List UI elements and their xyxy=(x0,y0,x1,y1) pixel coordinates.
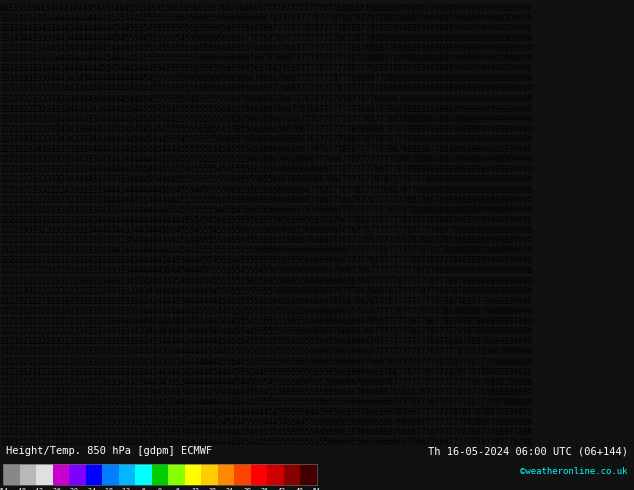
Text: -18: -18 xyxy=(102,488,113,490)
Text: 30: 30 xyxy=(243,488,251,490)
Text: 33223233233334344443334434445455445445555555556565656566665667666777677777787778: 3322323323333434444333443444545544544555… xyxy=(0,115,532,124)
Bar xyxy=(251,464,268,486)
Text: 18: 18 xyxy=(209,488,216,490)
Text: -54: -54 xyxy=(0,488,9,490)
Text: ©weatheronline.co.uk: ©weatheronline.co.uk xyxy=(520,466,628,476)
Text: Th 16-05-2024 06:00 UTC (06+144): Th 16-05-2024 06:00 UTC (06+144) xyxy=(428,446,628,456)
Text: 22222233333333343444333333334444554444555555555555666555655666766666667667777777: 2222223333333334344433333333444455444455… xyxy=(0,175,532,185)
Text: 33333333333444343434444444444445455555556656656656656667666676667777777787778888: 3333333333344434343444444444444545555555… xyxy=(0,74,532,83)
Text: 33333333333333443344444444444454455555555556656566656566667776667777767778777777: 3333333333333344334444444444445445555555… xyxy=(0,84,532,94)
Text: 22232332223223223322323333333343434444444444454555555555555566666666666676777667: 2223233222322322332232333333334343444444… xyxy=(0,287,532,296)
Bar xyxy=(86,464,102,486)
Text: -36: -36 xyxy=(49,488,61,490)
Bar xyxy=(218,464,235,486)
Text: 33334334334444444444444454544455555555666566656656666666667677767777877787887877: 3333433433444444444444445454445555555566… xyxy=(0,14,532,23)
Bar xyxy=(119,464,135,486)
Bar xyxy=(268,464,284,486)
Text: 11212112121221222132222223333333333343434344444544444444445455555564456656666576: 1121211212122122213222222333333333334343… xyxy=(0,408,532,417)
Text: -48: -48 xyxy=(15,488,27,490)
Text: 0: 0 xyxy=(158,488,162,490)
Text: 22222223323333323333333444444455444444455555555565556666656666666667766777667677: 2222222332333332333333344444445544444445… xyxy=(0,196,532,205)
Text: 11111122222221223332323233433234443433534444444444454455554555556565557666666766: 1111112222222122333232323343323444343353… xyxy=(0,378,532,387)
Text: 22232233222333333343344334444444444445455455555465545666565666666767666667777777: 2223223322233333334334433444444444444545… xyxy=(0,206,532,215)
Text: 22122122222223323323333333333334444444444445555445556555555655566566666666665766: 2212212222222332332333333333333444444444… xyxy=(0,307,532,316)
Text: 11211111222221222323232233233323233333333444444545434555544454556455556665656666: 1121111122222122232323223323332323333333… xyxy=(0,418,532,427)
Text: 12222322223332333333333333334444444354454444555555554555455656565666666676667766: 1222232222333233333333333333444444435445… xyxy=(0,267,532,275)
Text: 33233323333333334344344444454455455555555455555555665666666776677767677778787787: 3323332333333333434434444445445545555555… xyxy=(0,95,532,103)
Text: 22223332333233333433334334344444444555455555555555555566666676666666777666778777: 2222333233323333343333433434444444455545… xyxy=(0,155,532,164)
Text: 33333222323333344343434444545445554554555555555566565666666766677676677777777788: 3333322232333334434343444454544555455455… xyxy=(0,105,532,114)
Bar xyxy=(69,464,86,486)
Text: 11211122221122232222233322334332434433443344444444454445555555555555556565566666: 1121112222112223222223332233433243443344… xyxy=(0,398,532,407)
Bar xyxy=(152,464,169,486)
Text: 22112222222233222333333433334334344443544444545555555565566556665666666666666766: 2211222222223322233333343333433434444354… xyxy=(0,277,532,286)
Text: 22222322212323233334333333334344444344534444554555465555565556565666666666677777: 2222232221232323333433333333434444434453… xyxy=(0,256,532,266)
Bar xyxy=(53,464,69,486)
Text: 33343443333344344444444445455544555555545556666565666776767767677777777778677877: 3334344333334434444444444545554455555554… xyxy=(0,34,532,43)
Text: 33333443343344434444444445445555456555565665666656655666766777767787877777878877: 3333344334334443444444444544555545655556… xyxy=(0,24,532,33)
Text: 22222222232322333333333343235444444444455444555544556455565655566676666767677776: 2222222223232233333333334323544444444445… xyxy=(0,236,532,245)
Bar xyxy=(36,464,53,486)
Text: 12: 12 xyxy=(191,488,199,490)
Text: -12: -12 xyxy=(119,488,131,490)
Text: 22233323332223433333333444344444444555455544555556655556566566666667767777677877: 2223332333222343333333344434444444455545… xyxy=(0,186,532,195)
Bar xyxy=(102,464,119,486)
Bar xyxy=(20,464,36,486)
Bar xyxy=(169,464,185,486)
Text: 12222333323333333333444434433443444555455545554555556655556666565766666667676776: 1222233332333333333344443443344344455545… xyxy=(0,226,532,235)
Text: 43333333443444434444544544445555454556656565556766766666677776777777778778888887: 4333333344344443444454454444555545455665… xyxy=(0,3,532,13)
Bar xyxy=(3,464,317,486)
Text: 22232233333334343334443445545454545455555556565565765566666656676677777777778788: 2223223333333434333444344554545454545555… xyxy=(0,125,532,134)
Bar xyxy=(202,464,218,486)
Text: 22222233332333333334344444444444444444445554545665555556655565666656676676677867: 2222223333233333333434444444444444444444… xyxy=(0,216,532,225)
Text: -6: -6 xyxy=(139,488,146,490)
Text: 11222121122222223222333333333334434434434344445444455554455555555656655656666666: 1122212112222222322233333333333443443443… xyxy=(0,368,532,377)
Text: 48: 48 xyxy=(295,488,304,490)
Bar xyxy=(301,464,317,486)
Bar xyxy=(135,464,152,486)
Bar xyxy=(3,464,20,486)
Text: 21223233222223333333334244344444444444454445554555554555656665666666666666677777: 2122323322222333333333424434444444444445… xyxy=(0,246,532,255)
Text: 23323333333443444444445545444544455455555565665566656656676677666777787777788777: 2332333333344344444444554544454445545555… xyxy=(0,64,532,74)
Text: 22232233433333333334444434444545445444455555554456555565666666666677676777878777: 2223223343333333333444443444454544544445… xyxy=(0,145,532,154)
Text: 23333332333334343333443444434544544455545555555566655666666656656676777777768778: 2333333233333434333344344443454454445554… xyxy=(0,135,532,144)
Text: Height/Temp. 850 hPa [gdpm] ECMWF: Height/Temp. 850 hPa [gdpm] ECMWF xyxy=(6,446,212,456)
Text: 11222222222222232223323233333443444334444444454445555556555655555556666566666666: 1122222222222223222332323333344344433444… xyxy=(0,347,532,356)
Bar xyxy=(185,464,202,486)
Text: 24: 24 xyxy=(226,488,234,490)
Text: 11222211222222222223332333333334343333344444444455544545555556556556666566666677: 1122221122222222222333233333333434333334… xyxy=(0,358,532,367)
Text: -42: -42 xyxy=(32,488,44,490)
Bar xyxy=(235,464,251,486)
Text: 11121112122222222223322232223323333333333444344444445545455545556555645566656766: 1112111212222222222332223222332333333333… xyxy=(0,428,532,437)
Text: 33233333334434344344444544444545554555556565565666656576666667667777777777778878: 3323333333443434434444454444454555455555… xyxy=(0,44,532,53)
Text: 6: 6 xyxy=(176,488,179,490)
Bar xyxy=(284,464,301,486)
Text: -30: -30 xyxy=(67,488,79,490)
Text: 21212222222222222222222333333343344334434443345344444455545556656555556656666766: 2121222222222222222222233333334334433443… xyxy=(0,388,532,397)
Text: 54: 54 xyxy=(313,488,321,490)
Text: 21212212222232233223233332333333433444443444444454545455565555566555566566666666: 2121221222223223322323333233333343344444… xyxy=(0,337,532,346)
Text: 42: 42 xyxy=(278,488,286,490)
Text: 22222222222222223332333333333433443434443444454544455445555555555666666676666676: 2222222222222222333233333333343344343444… xyxy=(0,327,532,336)
Text: -24: -24 xyxy=(84,488,96,490)
Text: 22333332433333333334434444444455444454554455555456555556565666666666666777877777: 2233333243333333333443444444445544445455… xyxy=(0,166,532,174)
Text: 11221222232322323233333333343444444444444454444545455545565555566556666666666667: 1122122223232232323333333334344444444444… xyxy=(0,317,532,326)
Text: 33333334443344444444444544444545555555555556666656666676676766677777777777778788: 3333333444334444444444454444454555555555… xyxy=(0,54,532,63)
Text: 10011121121222222222222333322323333333444344444444454544455555555655455666565566: 1001112112122222222222233332232333333344… xyxy=(0,439,532,447)
Text: 36: 36 xyxy=(261,488,269,490)
Text: 11222212223233323332333333333343434444534444444454655555465665666666666767667667: 1122221222323332333233333333334343444453… xyxy=(0,297,532,306)
